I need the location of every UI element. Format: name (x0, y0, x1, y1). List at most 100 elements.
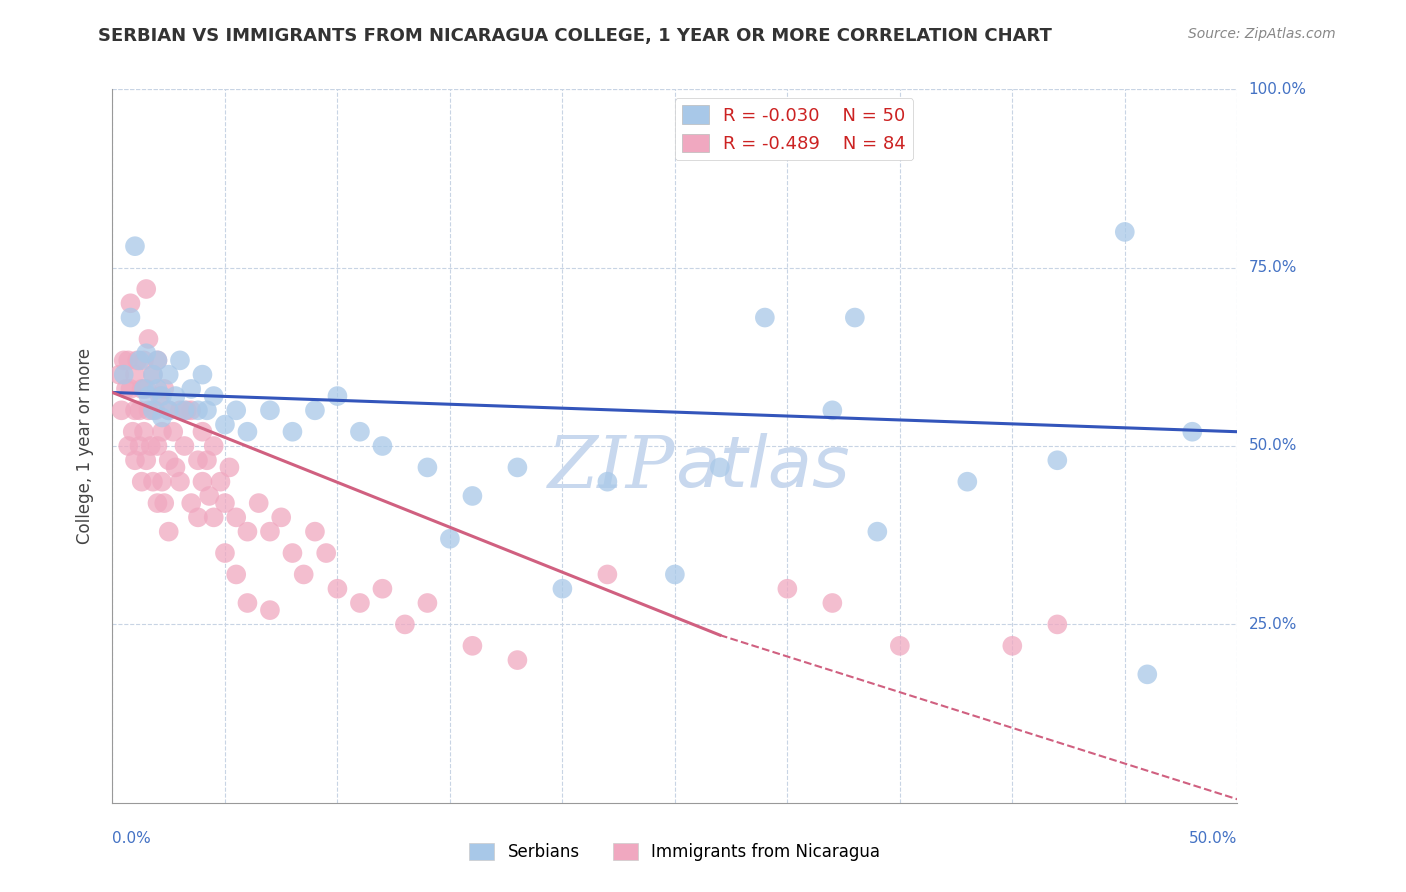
Point (371, 582, 394, 596)
Point (149, 389, 172, 403)
Point (153, 496, 176, 510)
Point (315, 546, 337, 560)
Point (146, 496, 169, 510)
Point (198, 489, 221, 503)
Point (371, 439, 394, 453)
Point (121, 425, 143, 439)
Point (169, 475, 191, 489)
Point (110, 403, 132, 417)
Point (236, 425, 259, 439)
Point (153, 382, 176, 396)
Point (191, 475, 214, 489)
Point (225, 567, 247, 582)
Point (349, 596, 371, 610)
Point (143, 403, 166, 417)
Point (135, 282, 157, 296)
Point (416, 596, 439, 610)
Point (142, 403, 165, 417)
Text: atlas: atlas (675, 433, 849, 502)
Point (108, 368, 131, 382)
Point (128, 403, 150, 417)
Point (214, 417, 236, 432)
Point (416, 460, 439, 475)
Point (202, 439, 225, 453)
Point (150, 425, 173, 439)
Point (157, 368, 180, 382)
Point (889, 639, 911, 653)
Point (326, 389, 349, 403)
Point (124, 368, 146, 382)
Text: Source: ZipAtlas.com: Source: ZipAtlas.com (1188, 27, 1336, 41)
Point (195, 403, 218, 417)
Point (176, 403, 198, 417)
Point (214, 496, 236, 510)
Point (202, 389, 225, 403)
Point (162, 425, 184, 439)
Point (124, 239, 146, 253)
Point (157, 453, 180, 467)
Point (304, 524, 326, 539)
Legend: R = -0.030    N = 50, R = -0.489    N = 84: R = -0.030 N = 50, R = -0.489 N = 84 (675, 98, 914, 161)
Point (709, 460, 731, 475)
Point (135, 346, 157, 360)
Point (132, 425, 155, 439)
Point (439, 532, 461, 546)
Point (225, 403, 247, 417)
Point (142, 368, 165, 382)
Point (218, 460, 240, 475)
Point (124, 453, 146, 467)
Point (173, 439, 195, 453)
Point (821, 596, 844, 610)
Point (135, 382, 157, 396)
Point (799, 118, 821, 132)
Point (281, 546, 304, 560)
Point (115, 382, 138, 396)
Point (120, 296, 142, 310)
Point (304, 403, 326, 417)
Point (506, 460, 529, 475)
Text: 50.0%: 50.0% (1189, 831, 1237, 847)
Point (146, 353, 169, 368)
Point (1136, 667, 1159, 681)
Point (664, 567, 686, 582)
Text: 50.0%: 50.0% (1249, 439, 1296, 453)
Point (247, 496, 270, 510)
Point (169, 353, 191, 368)
Text: 100.0%: 100.0% (1249, 82, 1306, 96)
Point (187, 403, 209, 417)
Point (180, 382, 202, 396)
Text: SERBIAN VS IMMIGRANTS FROM NICARAGUA COLLEGE, 1 YEAR OR MORE CORRELATION CHART: SERBIAN VS IMMIGRANTS FROM NICARAGUA COL… (98, 27, 1052, 45)
Point (165, 460, 187, 475)
Point (146, 439, 169, 453)
Point (259, 403, 281, 417)
Point (150, 475, 173, 489)
Point (866, 524, 889, 539)
Point (120, 310, 142, 325)
Point (150, 410, 173, 425)
Point (128, 353, 150, 368)
Point (202, 510, 225, 524)
Point (112, 353, 135, 368)
Point (135, 453, 157, 467)
Point (146, 382, 169, 396)
Point (187, 453, 209, 467)
Point (157, 403, 180, 417)
Text: 75.0%: 75.0% (1249, 260, 1296, 275)
Point (270, 510, 292, 524)
Point (506, 653, 529, 667)
Point (120, 382, 142, 396)
Point (138, 389, 160, 403)
Point (195, 453, 218, 467)
Point (394, 617, 416, 632)
Point (128, 439, 150, 453)
Point (180, 403, 202, 417)
Y-axis label: College, 1 year or more: College, 1 year or more (76, 348, 94, 544)
Point (173, 403, 195, 417)
Text: 25.0%: 25.0% (1249, 617, 1296, 632)
Point (292, 567, 315, 582)
Point (124, 403, 146, 417)
Point (1046, 453, 1069, 467)
Point (1114, 225, 1136, 239)
Point (596, 567, 619, 582)
Point (138, 332, 160, 346)
